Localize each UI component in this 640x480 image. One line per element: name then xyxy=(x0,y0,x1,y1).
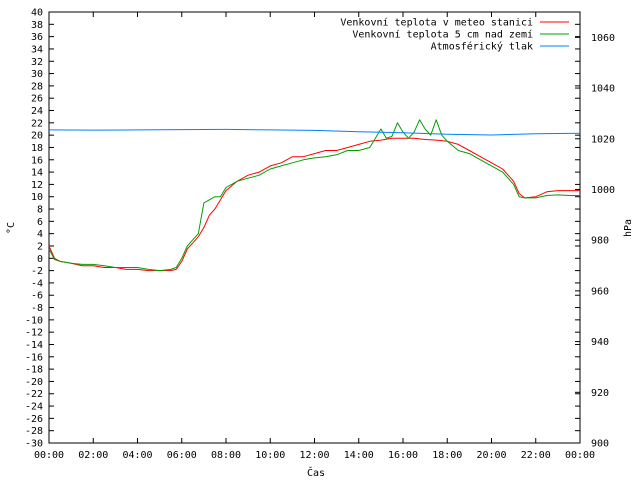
y2-axis-label: hPa xyxy=(623,219,634,237)
y-tick-label: -4 xyxy=(31,278,43,289)
x-tick-label: 14:00 xyxy=(344,450,374,461)
y-tick-label: 22 xyxy=(31,118,43,129)
y-tick-label: 16 xyxy=(31,155,43,166)
y-tick-label: -22 xyxy=(25,389,43,400)
x-tick-label: 04:00 xyxy=(122,450,152,461)
y-tick-label: -12 xyxy=(25,328,43,339)
y2-tick-label: 940 xyxy=(591,337,609,348)
y-tick-label: -2 xyxy=(31,266,43,277)
y-tick-label: -18 xyxy=(25,365,43,376)
legend-label-1: Venkovní teplota v meteo stanici xyxy=(340,17,533,29)
y-tick-label: 2 xyxy=(37,241,43,252)
y-tick-label: -14 xyxy=(25,340,43,351)
x-tick-label: 20:00 xyxy=(476,450,506,461)
y-tick-label: 12 xyxy=(31,180,43,191)
y-tick-label: 34 xyxy=(31,44,43,55)
series-line-2 xyxy=(48,119,580,272)
y2-tick-label: 980 xyxy=(591,236,609,247)
y-tick-label: 18 xyxy=(31,143,43,154)
x-tick-label: 00:00 xyxy=(34,450,64,461)
plot-frame xyxy=(48,11,581,444)
y-tick-label: 38 xyxy=(31,20,43,31)
y-tick-label: 28 xyxy=(31,81,43,92)
y-tick-label: -6 xyxy=(31,291,43,302)
y-tick-label: -10 xyxy=(25,315,43,326)
y-tick-label: 20 xyxy=(31,131,43,142)
y-tick-label: 10 xyxy=(31,192,43,203)
y2-tick-label: 920 xyxy=(591,388,609,399)
y-tick-label: 8 xyxy=(37,205,43,216)
y-tick-label: 24 xyxy=(31,106,43,117)
x-tick-label: 12:00 xyxy=(299,450,329,461)
y-tick-label: 40 xyxy=(31,8,43,19)
y-tick-label: 0 xyxy=(37,254,43,265)
y2-tick-label: 960 xyxy=(591,286,609,297)
y2-tick-label: 900 xyxy=(591,439,609,450)
x-tick-label: 16:00 xyxy=(388,450,418,461)
x-tick-label: 06:00 xyxy=(167,450,197,461)
y-tick-label: -20 xyxy=(25,377,43,388)
y-tick-label: -8 xyxy=(31,303,43,314)
y-tick-label: 32 xyxy=(31,57,43,68)
x-axis-label: Čas xyxy=(307,466,325,479)
series-line-3 xyxy=(48,128,581,136)
x-tick-label: 00:00 xyxy=(565,450,595,461)
x-tick-label: 22:00 xyxy=(521,450,551,461)
y-tick-label: -30 xyxy=(25,439,43,450)
x-tick-label: 10:00 xyxy=(255,450,285,461)
y-tick-label: 30 xyxy=(31,69,43,80)
y-tick-label: 4 xyxy=(37,229,43,240)
y-tick-label: -26 xyxy=(25,414,43,425)
y-tick-label: 36 xyxy=(31,32,43,43)
y2-tick-label: 1040 xyxy=(591,84,615,95)
series-line-1 xyxy=(48,137,580,272)
y-tick-label: 14 xyxy=(31,168,43,179)
y-tick-label: 26 xyxy=(31,94,43,105)
y-tick-label: 6 xyxy=(37,217,43,228)
legend-label-2: Venkovní teplota 5 cm nad zemí xyxy=(352,29,533,41)
y2-tick-label: 1000 xyxy=(591,185,615,196)
x-tick-label: 08:00 xyxy=(211,450,241,461)
legend: Venkovní teplota v meteo staniciVenkovní… xyxy=(340,17,569,53)
axes: -30-28-26-24-22-20-18-16-14-12-10-8-6-4-… xyxy=(25,8,615,462)
x-tick-label: 18:00 xyxy=(432,450,462,461)
y2-tick-label: 1060 xyxy=(591,33,615,44)
y-tick-label: -16 xyxy=(25,352,43,363)
x-tick-label: 02:00 xyxy=(78,450,108,461)
series-lines xyxy=(48,119,581,272)
y2-tick-label: 1020 xyxy=(591,134,615,145)
y-tick-label: -28 xyxy=(25,426,43,437)
y-tick-label: -24 xyxy=(25,402,43,413)
legend-label-3: Atmosférický tlak xyxy=(431,41,533,53)
y-axis-label: °C xyxy=(6,222,17,234)
